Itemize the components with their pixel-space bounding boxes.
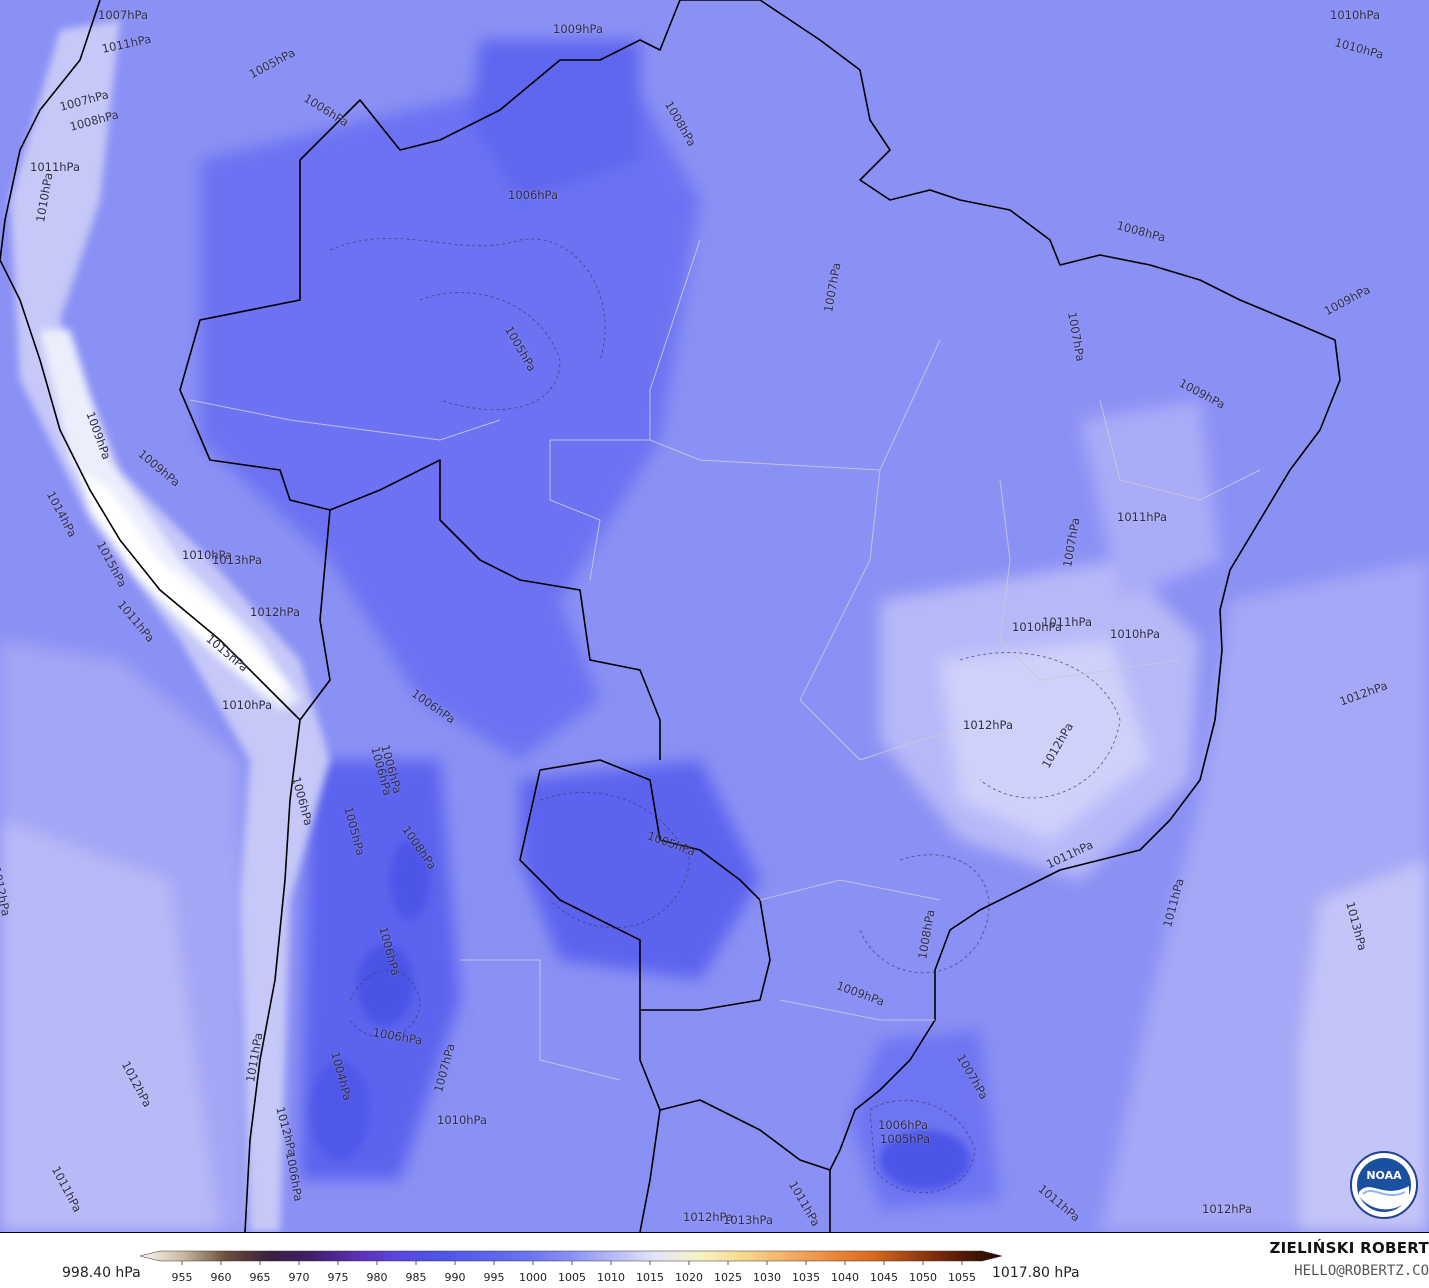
colorbar-gradient <box>140 1250 1002 1262</box>
state-border-10 <box>460 959 621 1081</box>
coastline-borders <box>0 0 1341 1232</box>
contour-label: 1013hPa <box>212 553 263 567</box>
isobar-1 <box>329 238 606 361</box>
isobar-3 <box>539 792 691 929</box>
isobar-4 <box>869 1099 976 1193</box>
colorbar-tick-label: 1005 <box>558 1271 586 1284</box>
colorbar-tick-label: 970 <box>288 1271 310 1284</box>
colorbar-tick-label: 1050 <box>909 1271 937 1284</box>
southeast-high-core <box>940 640 1150 840</box>
low-center-andes <box>357 945 413 1025</box>
border-argentina <box>639 1010 661 1232</box>
contour-label: 1010hPa <box>182 548 233 562</box>
colorbar-tick-label: 1045 <box>870 1271 898 1284</box>
colorbar-tick-label: 1035 <box>792 1271 820 1284</box>
noaa-logo-icon: NOAA <box>1350 1151 1418 1219</box>
contour-label: 1011hPa <box>1042 615 1093 629</box>
colorbar-tick-label: 1020 <box>675 1271 703 1284</box>
contour-label: 1011hPa <box>1117 510 1168 524</box>
contour-label: 1012hPa <box>250 605 301 619</box>
colorbar-tick-label: 960 <box>210 1271 232 1284</box>
border-west-1 <box>179 160 661 760</box>
colorbar-tick-label: 1030 <box>753 1271 781 1284</box>
low-center-south <box>880 1130 970 1190</box>
contour-label: 1010hPa <box>437 1113 488 1127</box>
brazil-north-coast <box>680 0 1341 1171</box>
border-paraguay <box>519 759 771 1011</box>
border-uruguay <box>659 1099 831 1232</box>
state-border-2 <box>649 339 941 471</box>
contour-label: 1013hPa <box>723 1213 774 1227</box>
colorbar-tick-label: 1000 <box>519 1271 547 1284</box>
pressure-map: 1007hPa 1011hPa 1005hPa 1006hPa 1007hPa 1008h… <box>0 0 1429 1232</box>
colorbar-tick-label: 975 <box>327 1271 349 1284</box>
andes-band-inner <box>40 330 300 710</box>
andes-band-outer <box>10 20 330 1232</box>
internal-borders <box>189 239 1261 1081</box>
isobar-7 <box>349 969 421 1038</box>
contour-label: 1006hPa <box>508 188 559 202</box>
isobar-6 <box>959 652 1121 799</box>
state-border-7 <box>549 440 601 581</box>
northeast-high <box>1080 400 1220 600</box>
andes-snow-peaks <box>80 470 290 695</box>
legend-max-value: 1017.80 hPa <box>992 1265 1080 1281</box>
contour-label: 1012hPa <box>963 718 1014 732</box>
colorbar-tick-label: 1055 <box>948 1271 976 1284</box>
colorbar-tick-label: 1015 <box>636 1271 664 1284</box>
contour-label: 1010hPa <box>1012 620 1063 634</box>
isobar-2 <box>419 292 561 411</box>
deep-lows <box>310 840 970 1190</box>
colorbar-tick-label: 965 <box>249 1271 271 1284</box>
noaa-logo-text: NOAA <box>1366 1169 1402 1182</box>
contour-label: 1012hPa <box>683 1210 734 1224</box>
state-border-8 <box>1099 399 1261 501</box>
state-border-5 <box>759 879 941 901</box>
pressure-field-svg <box>0 0 1429 1232</box>
colorbar-tick-label: 1025 <box>714 1271 742 1284</box>
state-border-6 <box>779 999 935 1021</box>
border-bolivia <box>299 509 331 721</box>
low-center-andes-2 <box>390 840 430 920</box>
pacific-high-core <box>0 820 220 1232</box>
colorbar <box>140 1250 1002 1265</box>
colorbar-tick-label: 955 <box>171 1271 193 1284</box>
colorbar-tick-label: 990 <box>444 1271 466 1284</box>
contour-label: 1010hPa <box>1110 627 1161 641</box>
low-center-andes-3 <box>310 1060 370 1160</box>
colorbar-tick-label: 995 <box>483 1271 505 1284</box>
state-border-3 <box>799 469 1001 761</box>
colorbar-tick-label: 1040 <box>831 1271 859 1284</box>
north-low <box>470 40 640 200</box>
pacific-coast <box>0 0 301 1232</box>
state-border-1 <box>550 239 701 441</box>
contour-label: 1007hPa <box>98 8 149 22</box>
colorbar-tick-label: 980 <box>366 1271 388 1284</box>
atlantic-high-core <box>1300 860 1429 1232</box>
colorbar-tick-label: 1010 <box>597 1271 625 1284</box>
contour-label: 1012hPa <box>1202 1202 1253 1216</box>
contour-label: 1010hPa <box>1330 8 1381 22</box>
legend-min-value: 998.40 hPa <box>62 1265 141 1281</box>
author-email: HELLO@ROBERTZ.CO <box>1294 1263 1429 1279</box>
contour-label: 1011hPa <box>30 160 81 174</box>
author-name: ZIELIŃSKI ROBERT <box>1269 1239 1429 1257</box>
contour-label: 1005hPa <box>880 1132 931 1146</box>
state-border-9 <box>189 399 501 441</box>
state-border-4 <box>999 479 1181 681</box>
amazon-low <box>200 60 700 760</box>
border-north-1 <box>299 0 681 161</box>
legend-bar: 998.40 hPa 955 960 965 970 975 980 985 990 995 10… <box>0 1232 1429 1288</box>
contour-label: 1009hPa <box>553 22 604 36</box>
colorbar-tick-label: 985 <box>405 1271 427 1284</box>
contour-label: 1010hPa <box>222 698 273 712</box>
andes-terrain <box>10 20 330 1232</box>
contour-label: 1006hPa <box>878 1118 929 1132</box>
isobar-lines <box>329 238 1121 1193</box>
chaco-low <box>520 760 760 980</box>
